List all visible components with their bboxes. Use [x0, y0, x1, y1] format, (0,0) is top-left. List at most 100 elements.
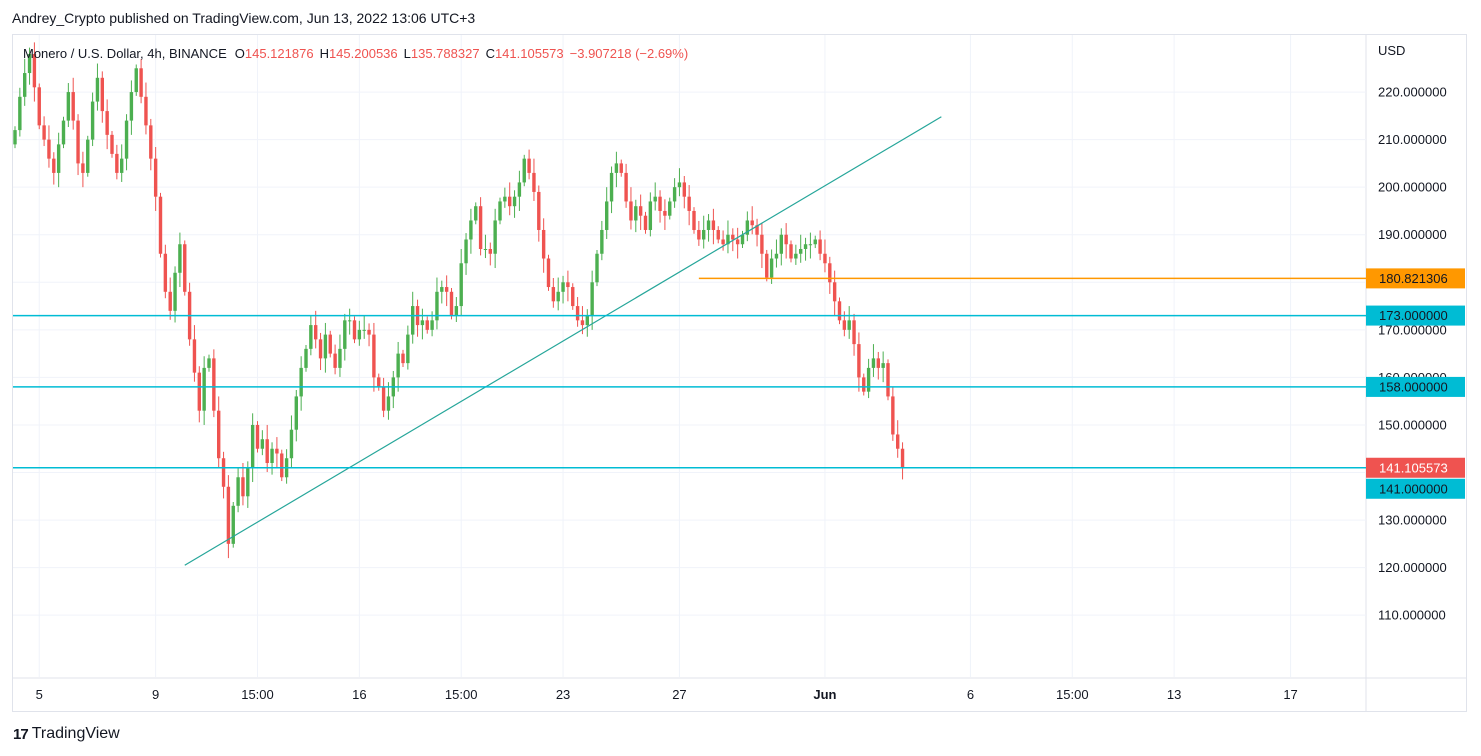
candle [493, 208, 497, 269]
candle-body [765, 253, 769, 278]
candle-body [18, 96, 22, 131]
candle-body [745, 220, 750, 235]
candle-body [226, 486, 231, 544]
candle [168, 277, 172, 320]
candle-body [61, 120, 66, 145]
candle-body [120, 158, 124, 173]
candle [444, 275, 449, 307]
price-axis: 110.000000120.000000130.000000140.000000… [1378, 85, 1447, 623]
price-labels: 180.821306 173.000000 158.000000 141.000000… [1366, 268, 1465, 499]
candle-body [522, 158, 526, 183]
candle-body [377, 377, 381, 387]
candle [716, 226, 720, 244]
candle-body [323, 334, 328, 359]
candle [595, 249, 599, 287]
candle-body [900, 448, 905, 468]
candle [27, 47, 32, 85]
candle-body [808, 244, 813, 246]
candle [362, 315, 366, 339]
candle-body [483, 249, 488, 250]
candle-body [837, 301, 842, 321]
candle-body [333, 353, 337, 368]
candle [343, 313, 347, 361]
candle [95, 63, 100, 111]
candle [197, 366, 201, 423]
candle-body [585, 315, 589, 326]
candle [42, 116, 46, 147]
candle [571, 283, 575, 310]
candle [284, 449, 289, 484]
candle-body [527, 158, 531, 173]
candle [682, 176, 686, 209]
candle-body [687, 196, 691, 211]
candle [396, 341, 400, 392]
candle-body [760, 234, 764, 254]
candle [13, 126, 17, 149]
y-tick-label: 200.000000 [1378, 180, 1447, 195]
candle-body [697, 229, 701, 240]
candle-body [76, 120, 80, 164]
candle [221, 451, 226, 499]
footer-branding[interactable]: 17 TradingView [13, 725, 120, 743]
candle [760, 223, 764, 269]
candle [774, 239, 779, 268]
candle [411, 291, 415, 344]
candle [866, 358, 871, 399]
candle-body [202, 367, 206, 411]
candle-body [90, 101, 95, 140]
candle-body [454, 306, 459, 316]
publish-info: Andrey_Crypto published on TradingView.c… [12, 10, 476, 26]
candle-body [56, 144, 61, 173]
change-value: −3.907218 (−2.69%) [569, 46, 689, 61]
candle [153, 146, 158, 211]
candle [590, 270, 594, 330]
candle-body [86, 139, 90, 173]
candle [386, 382, 391, 420]
candle [212, 349, 216, 418]
close-value: 141.105573 [494, 46, 564, 61]
candle [425, 316, 429, 334]
candle [779, 228, 783, 266]
candle-body [478, 206, 483, 249]
candle [275, 437, 279, 468]
candle-body [731, 234, 735, 240]
candle [828, 256, 832, 294]
candle-body [682, 182, 686, 197]
candle [183, 240, 187, 296]
candle-body [52, 158, 56, 173]
candle-body [173, 272, 177, 311]
candle-body [270, 448, 274, 463]
candle-body [304, 348, 308, 368]
candle [881, 351, 885, 383]
candle-body [571, 287, 575, 307]
candle [474, 202, 478, 225]
candle-body [886, 363, 890, 397]
candle-body [197, 372, 201, 411]
candle-body [847, 320, 851, 330]
candle [478, 197, 483, 256]
candle [735, 227, 740, 259]
candle-body [779, 234, 783, 254]
candle [692, 207, 696, 234]
candle [784, 223, 788, 259]
candle-body [634, 206, 638, 221]
candle [517, 170, 522, 211]
candle [163, 244, 168, 299]
candle-body [362, 329, 366, 331]
candle [449, 287, 454, 320]
candle-body [144, 96, 148, 126]
candle-body [852, 320, 856, 345]
low-value: 135.788327 [410, 46, 480, 61]
candle-body [343, 320, 347, 349]
y-tick-label: 190.000000 [1378, 227, 1447, 242]
candle [726, 220, 730, 254]
candle-body [100, 77, 104, 112]
candle-body [430, 320, 434, 330]
candle [702, 215, 706, 249]
candle-body [124, 120, 129, 159]
candle-body [658, 196, 662, 211]
candle [420, 308, 425, 340]
candle [314, 310, 318, 349]
candle-body [411, 306, 415, 335]
